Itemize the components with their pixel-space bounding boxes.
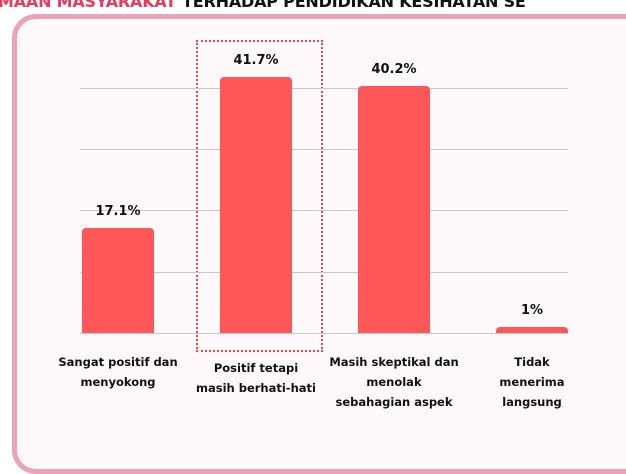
bar xyxy=(496,326,568,333)
value-label: 41.7% xyxy=(233,53,279,69)
bar xyxy=(82,228,154,333)
grid-line xyxy=(80,333,568,334)
x-tick-label: Positif tetapi masih berhati-hati xyxy=(196,361,316,395)
grid-line xyxy=(80,87,568,89)
value-label: 17.1% xyxy=(95,204,141,220)
x-tick-label: Masih skeptikal dan menolak sebahagian a… xyxy=(329,355,459,409)
bar xyxy=(358,86,430,333)
title-rest: TERHADAP PENDIDIKAN KESIHATAN SE xyxy=(182,0,526,11)
grid-line xyxy=(80,149,568,150)
grid-line xyxy=(80,271,568,273)
highlight-box xyxy=(196,40,323,352)
x-tick-label: Tidak menerima langsung xyxy=(499,355,565,409)
bar xyxy=(220,77,292,333)
title-highlight: MAAN MASYARAKAT xyxy=(0,0,177,11)
title: MAAN MASYARAKAT TERHADAP PENDIDIKAN KESIH… xyxy=(0,0,526,11)
chart: 17.1% Sangat positif dan menyokong 41.7% Po… xyxy=(58,40,568,409)
grid-line xyxy=(80,210,568,212)
value-label: 1% xyxy=(520,302,544,318)
value-label: 40.2% xyxy=(371,62,417,78)
x-tick-label: Sangat positif dan menyokong xyxy=(58,355,178,389)
